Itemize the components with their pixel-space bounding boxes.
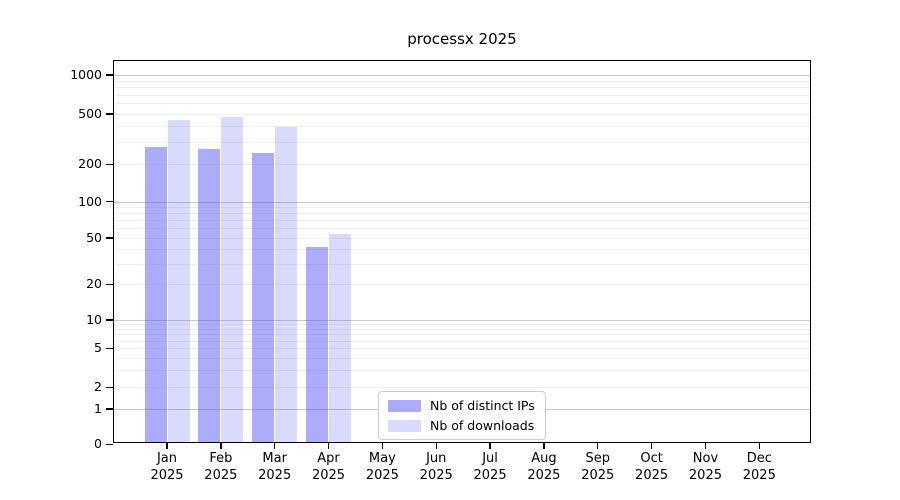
gridline-minor [114, 357, 810, 359]
bar-distinct-ips [198, 149, 221, 443]
y-tick-label: 5 [94, 340, 102, 356]
bar-downloads [329, 233, 352, 443]
y-tick-label: 0 [94, 436, 102, 451]
bar-distinct-ips [306, 246, 329, 443]
y-tick-mark [105, 283, 113, 286]
y-tick-label: 50 [86, 229, 102, 245]
x-tick-mark [489, 442, 491, 449]
gridline-minor [114, 141, 810, 143]
gridline-minor [114, 126, 810, 128]
y-tick-label: 1 [94, 400, 102, 416]
x-tick-mark [435, 442, 437, 449]
x-tick-label: Apr 2025 [311, 451, 346, 483]
x-tick-label: Aug 2025 [527, 451, 561, 483]
y-tick-mark [105, 74, 113, 76]
y-tick-label: 10 [86, 311, 102, 327]
gridline-minor [114, 94, 810, 96]
gridline-minor [114, 334, 810, 336]
legend-label: Nb of downloads [430, 418, 535, 433]
x-tick-mark [704, 442, 707, 449]
x-tick-mark [597, 442, 599, 449]
y-tick-label: 2 [94, 379, 102, 394]
x-tick-label: Oct 2025 [635, 451, 669, 483]
gridline-minor [114, 220, 810, 222]
y-tick-mark [105, 201, 113, 203]
legend-swatch-downloads [388, 419, 421, 432]
bar-downloads [167, 120, 190, 443]
x-tick-mark [381, 442, 384, 449]
x-tick-label: Jun 2025 [419, 451, 453, 483]
gridline-minor [114, 340, 810, 342]
gridline-minor [114, 369, 810, 371]
gridline-major [114, 201, 810, 203]
y-tick-mark [105, 347, 113, 350]
gridline-minor [114, 113, 810, 115]
gridline-minor [114, 80, 810, 82]
legend-row: Nb of downloads [388, 418, 535, 433]
y-tick-mark [105, 163, 113, 166]
gridline-minor [114, 324, 810, 326]
x-tick-mark [650, 442, 653, 449]
bar-distinct-ips [144, 146, 167, 443]
bar-distinct-ips [252, 152, 275, 443]
x-tick-label: Mar 2025 [258, 451, 292, 483]
x-tick-mark [220, 442, 222, 449]
legend: Nb of distinct IPs Nb of downloads [378, 391, 546, 440]
gridline-minor [114, 387, 810, 388]
gridline-minor [114, 164, 810, 166]
x-tick-label: May 2025 [365, 451, 399, 483]
x-tick-mark [758, 442, 760, 449]
y-tick-mark [105, 408, 113, 410]
gridline-major [114, 74, 810, 76]
gridline-minor [114, 348, 810, 350]
gridline-minor [114, 249, 810, 251]
x-tick-label: Dec 2025 [742, 451, 776, 483]
y-tick-label: 500 [78, 105, 102, 121]
gridline-minor [114, 328, 810, 330]
x-tick-mark [327, 442, 330, 449]
x-tick-label: Jul 2025 [473, 451, 507, 483]
gridline-minor [114, 87, 810, 89]
y-tick-mark [105, 386, 113, 388]
x-tick-mark [543, 442, 545, 449]
y-tick-mark [105, 113, 113, 115]
chart-title: processx 2025 [407, 30, 517, 48]
x-tick-label: Sep 2025 [581, 451, 615, 483]
gridline-minor [114, 103, 810, 105]
bar-downloads [221, 117, 244, 443]
legend-row: Nb of distinct IPs [388, 398, 535, 413]
gridline-minor [114, 207, 810, 208]
x-tick-mark [273, 442, 276, 449]
x-tick-label: Jan 2025 [150, 451, 184, 483]
plot-area: 0 1 2 5 10 20 50 100 200 500 1000 Jan 2025 Feb 2025 M… [70, 60, 811, 483]
y-tick-mark [105, 443, 113, 445]
y-tick-label: 100 [78, 193, 102, 209]
y-tick-label: 1000 [70, 66, 102, 82]
gridline-minor [114, 228, 810, 230]
legend-swatch-distinct-ips [388, 399, 421, 412]
gridline-minor [114, 213, 810, 215]
bar-downloads [275, 127, 298, 443]
legend-label: Nb of distinct IPs [430, 398, 535, 413]
gridline-minor [114, 284, 810, 286]
y-tick-mark [105, 237, 113, 239]
x-tick-label: Nov 2025 [688, 451, 722, 483]
y-tick-mark [105, 319, 113, 321]
gridline-minor [114, 237, 810, 239]
x-tick-label: Feb 2025 [204, 451, 238, 483]
y-tick-label: 200 [78, 156, 102, 172]
y-tick-label: 20 [86, 276, 102, 292]
x-tick-mark [166, 442, 168, 449]
gridline-major [114, 319, 810, 321]
gridline-minor [114, 263, 810, 265]
